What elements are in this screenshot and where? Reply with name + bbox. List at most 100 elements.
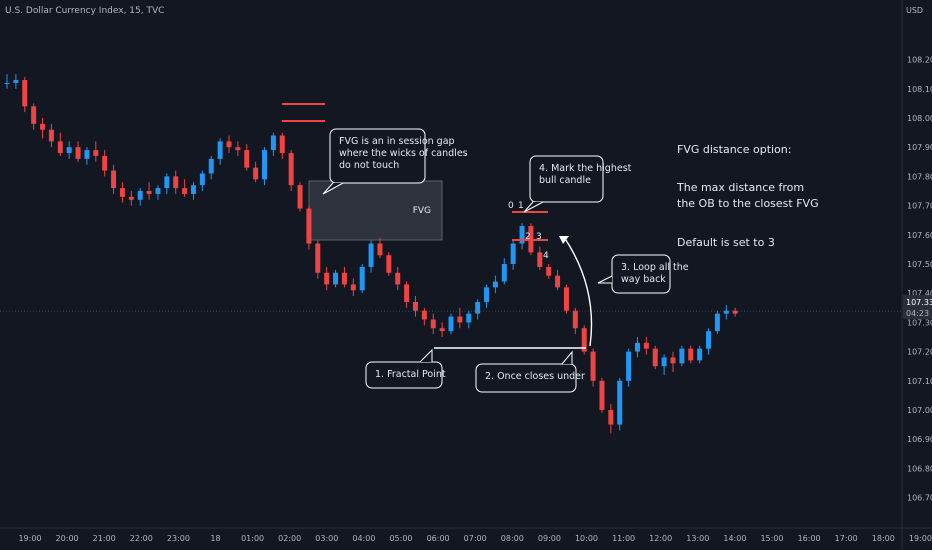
time-tick-label: 06:00 [427,534,450,543]
candle-body [48,129,54,142]
step-number: 2 [525,232,531,242]
time-tick-label: 05:00 [389,534,412,543]
price-tag-bg [903,295,932,319]
candle-body [448,316,454,332]
loop-callout-text: 3. Loop all the [621,262,689,273]
candle-body [732,310,738,314]
candle-body [235,147,241,151]
candle-body [697,348,703,361]
candle-body [164,176,170,189]
time-tick-label: 19:00 [18,534,41,543]
bull-callout-tail [523,201,544,213]
time-tick-label: 03:00 [315,534,338,543]
candle-body [270,135,276,151]
candle-body [484,287,490,302]
candle-body [324,272,330,285]
fractal-callout-box [365,361,443,389]
price-tick-label: 107.500 [907,260,932,269]
candle-body [102,155,108,171]
time-tick-label: 14:00 [723,534,746,543]
time-tick-label: 01:00 [241,534,264,543]
step-number: 0 [508,201,514,211]
candle-body [377,243,383,256]
candle-body [341,272,347,285]
candle-body [84,150,90,159]
time-tick-label: 17:00 [835,534,858,543]
loop-callout-text: way back [621,274,666,285]
time-tick-label: 07:00 [464,534,487,543]
price-tick-label: 107.200 [907,348,932,357]
candle-body [581,328,587,352]
candle-body [244,150,250,168]
price-tick-label: 107.800 [907,172,932,181]
loop-callout-box [611,254,671,294]
candle-body [146,191,152,194]
candle-body [723,310,729,314]
time-tick-label: 09:00 [538,534,561,543]
time-tick-label: 10:00 [575,534,598,543]
fvg-distance-line2: the OB to the closest FVG [677,197,819,210]
candle-body [137,191,143,200]
candle-body [199,173,205,186]
price-tick-label: 107.000 [907,406,932,415]
candle-body [66,147,72,154]
fvg-callout-text: do not touch [339,160,399,171]
candle-body [297,185,303,209]
candle-body [652,348,658,367]
price-tick-label: 108.000 [907,114,932,123]
candle-body [4,82,10,84]
candle-body [430,319,436,329]
candle-body [333,272,339,285]
candle-body [173,176,179,189]
step-number: 4 [543,251,549,261]
time-tick-label: 04:00 [352,534,375,543]
candle-body [412,301,418,311]
fractal-callout-tail [419,348,433,363]
candle-body [510,243,516,264]
time-tick-label: 15:00 [760,534,783,543]
candle-body [404,284,410,302]
candle-body [617,380,623,425]
candle-body [217,141,223,159]
price-tick-label: 108.100 [907,85,932,94]
time-tick-label: 13:00 [686,534,709,543]
loop-arrow-head [559,236,569,244]
candle-body [93,150,99,156]
candle-body [368,243,374,267]
candle-body [608,410,614,425]
candle-body [119,188,125,197]
candle-body [634,342,640,352]
candle-body [466,313,472,323]
candle-body [315,243,321,273]
price-tick-label: 107.400 [907,289,932,298]
candle-body [643,342,649,349]
candle-body [57,141,63,154]
price-tag-countdown: 04:23 [906,309,929,318]
loop-callout-tail [597,275,613,284]
time-tick-label: 11:00 [612,534,635,543]
fvg-distance-heading: FVG distance option: [677,143,792,156]
price-tick-label: 107.700 [907,202,932,211]
time-tick-label: 22:00 [130,534,153,543]
candle-body [128,196,134,200]
currency-label: USD [906,6,924,15]
step-number: 1 [518,201,524,211]
candle-body [492,281,498,288]
chart-title: U.S. Dollar Currency Index, 15, TVC [5,6,165,16]
candle-body [501,264,507,282]
candle-body [590,351,596,381]
time-tick-label: 16:00 [798,534,821,543]
candle-body [519,226,525,244]
candle-body [288,153,294,186]
candle-body [395,272,401,285]
candle-body [13,80,19,83]
price-tick-label: 107.100 [907,377,932,386]
candle-body [262,150,268,180]
close-under-callout-text: 2. Once closes under [485,371,585,382]
candle-body [563,287,569,311]
time-tick-label: 18:00 [872,534,895,543]
candle-body [279,135,285,154]
close-under-callout-tail [561,350,573,365]
fvg-label: FVG [413,206,431,216]
